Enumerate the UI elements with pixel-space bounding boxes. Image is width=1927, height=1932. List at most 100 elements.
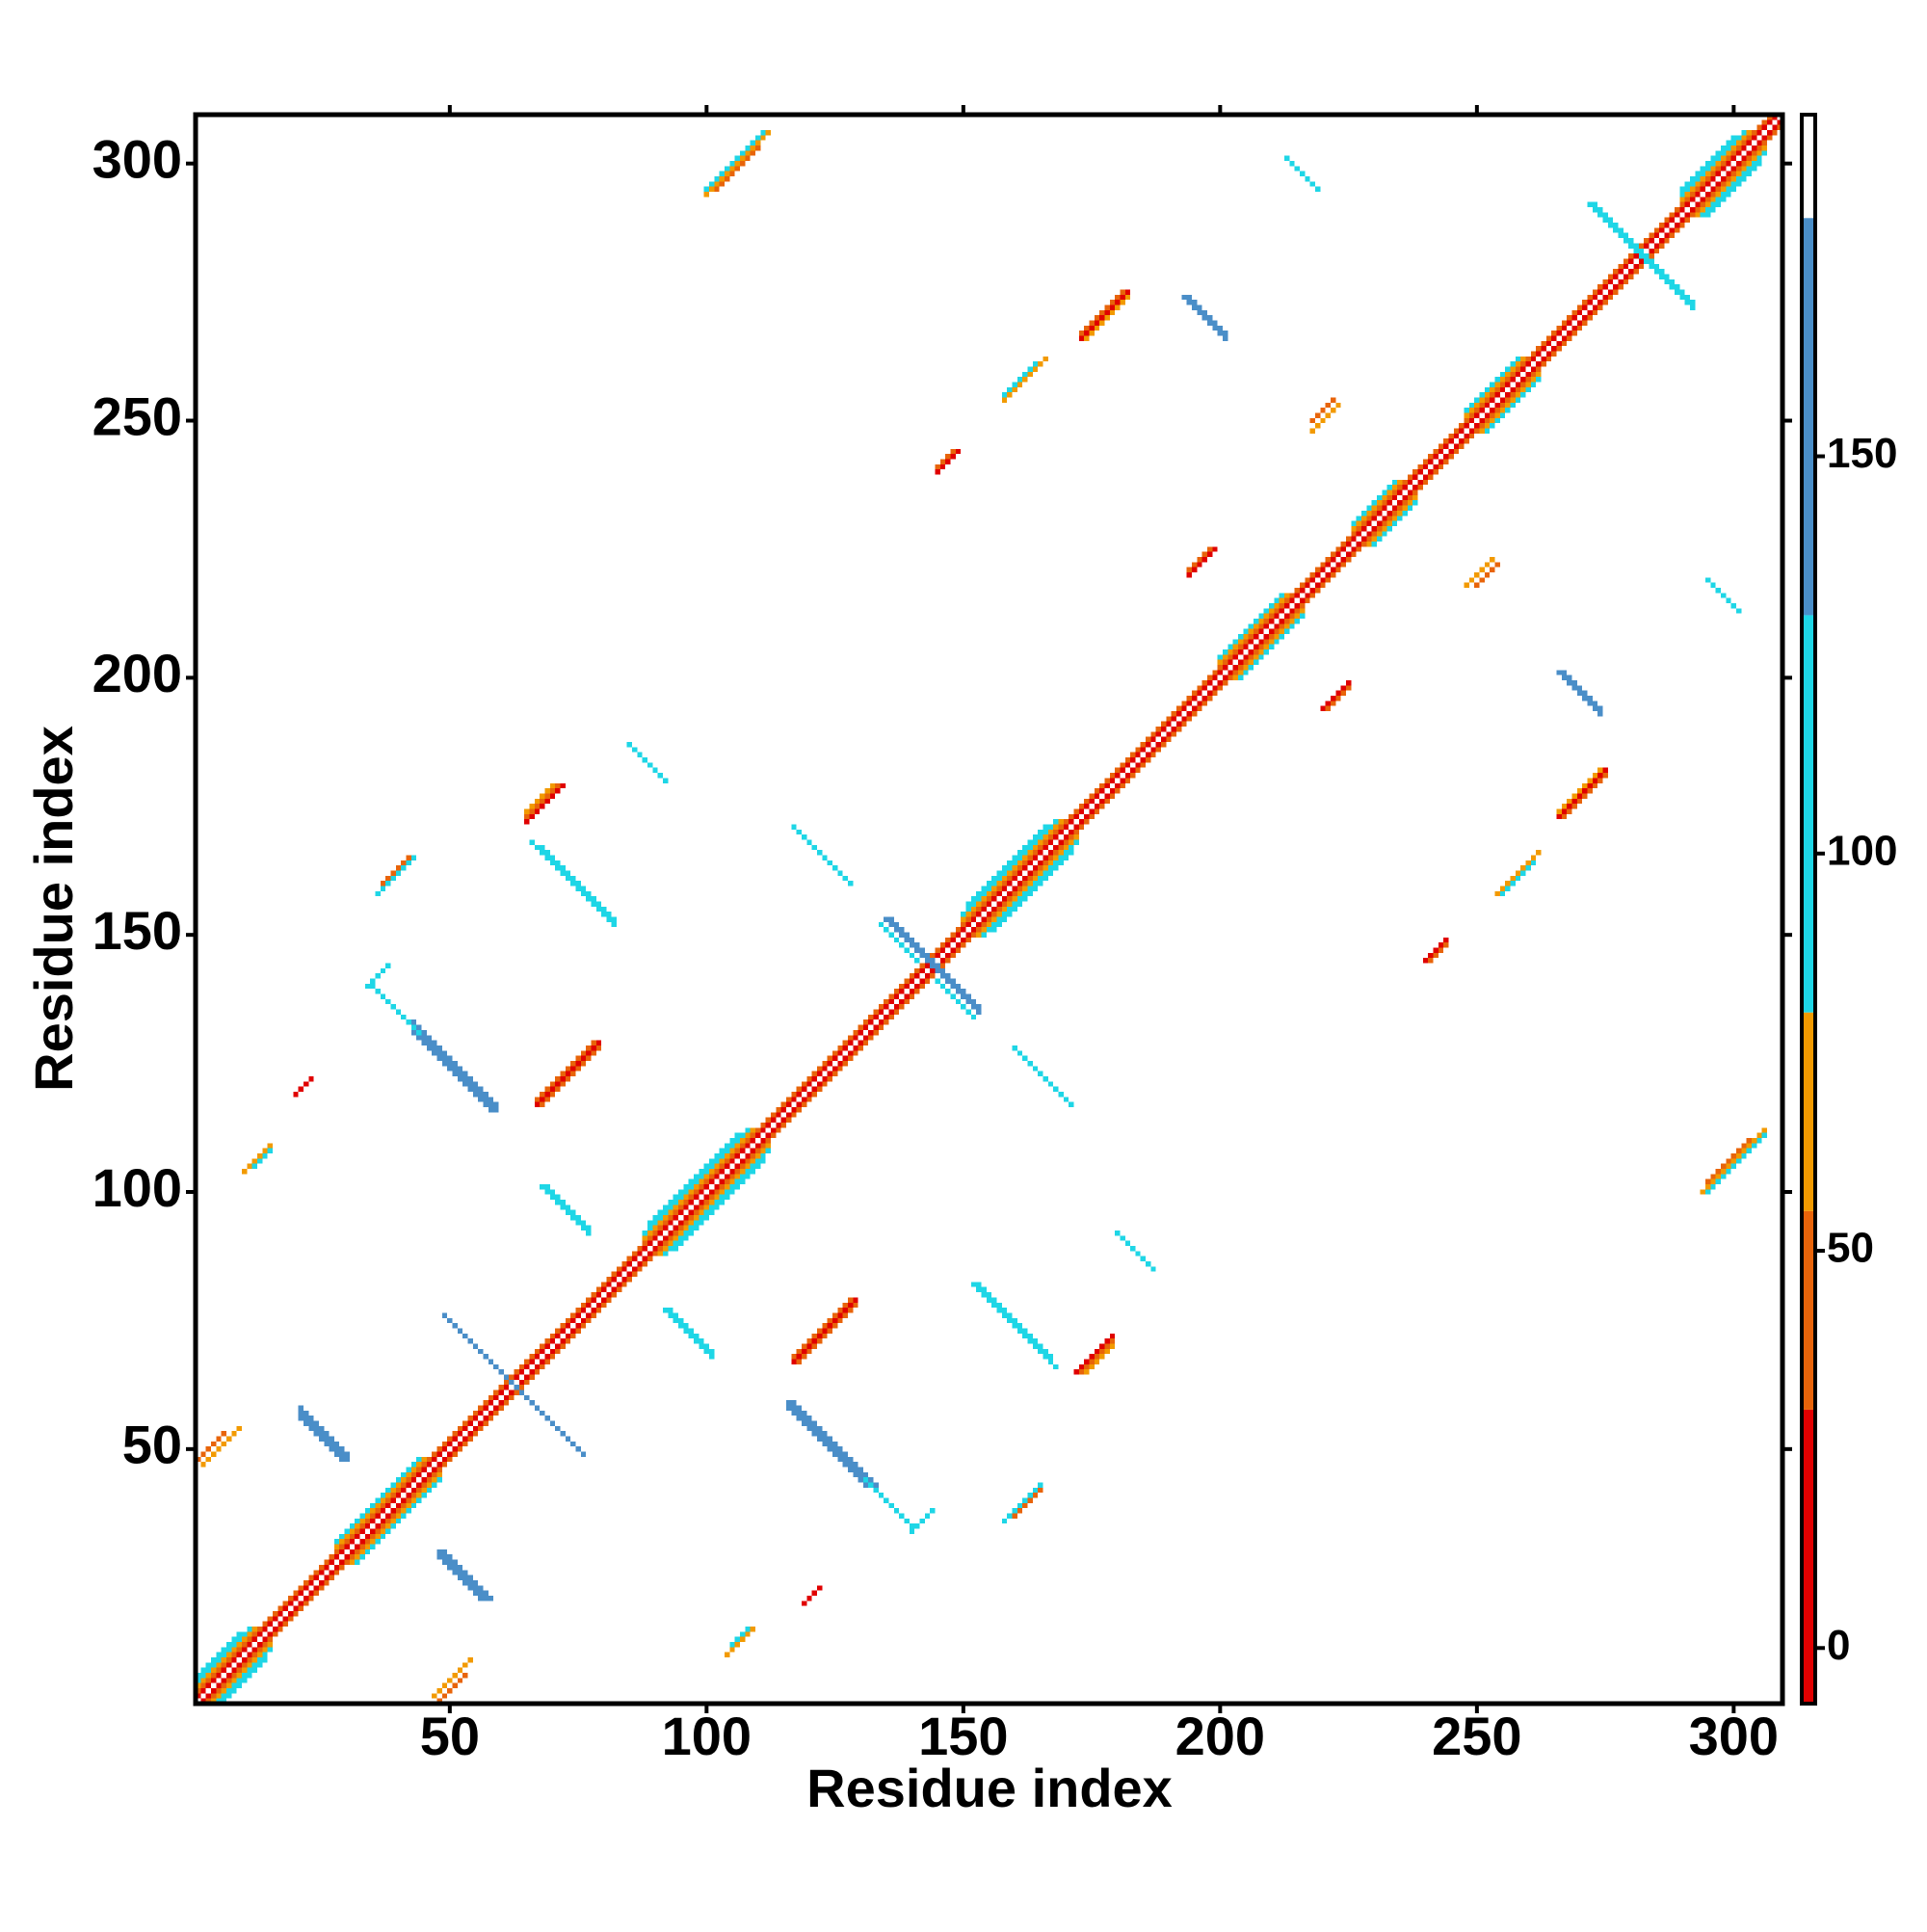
contact-run bbox=[1186, 294, 1228, 336]
contact-run bbox=[1556, 670, 1603, 717]
contact-run bbox=[1238, 613, 1306, 681]
axes: 50 100 150 200 250 300 50 100 150 200 250 300 0 50 100… bbox=[92, 105, 1897, 1766]
colorbar-frame bbox=[1800, 113, 1817, 1706]
contact-run bbox=[703, 130, 766, 193]
contact-run bbox=[791, 1297, 854, 1360]
contact-run bbox=[796, 1302, 858, 1364]
contact-run bbox=[703, 130, 771, 198]
contact-run bbox=[1556, 767, 1603, 814]
y-tick-label: 150 bbox=[92, 900, 182, 961]
colorbar-segment bbox=[1802, 1210, 1815, 1410]
contact-run bbox=[1700, 1127, 1768, 1195]
contact-run bbox=[1078, 289, 1125, 336]
contact-run bbox=[1084, 294, 1131, 341]
contact-run bbox=[364, 963, 391, 990]
y-tick-label: 200 bbox=[92, 643, 182, 703]
contact-run bbox=[1012, 1045, 1074, 1107]
contact-run bbox=[888, 921, 982, 1015]
contact-run bbox=[1494, 850, 1542, 897]
contact-run bbox=[1474, 562, 1500, 588]
colorbar-segment bbox=[1802, 1012, 1815, 1211]
contact-run bbox=[370, 983, 422, 1036]
contact-run bbox=[251, 1148, 273, 1169]
contact-run bbox=[785, 1405, 869, 1488]
contact-run bbox=[909, 1508, 936, 1534]
contact-run bbox=[1700, 150, 1768, 218]
contact-run bbox=[540, 1184, 592, 1236]
contact-run bbox=[729, 1626, 751, 1648]
contact-run bbox=[1587, 201, 1696, 310]
contact-run bbox=[380, 855, 411, 887]
contact-run bbox=[1561, 773, 1608, 820]
contact-run bbox=[1232, 608, 1306, 681]
contact-run bbox=[524, 782, 556, 814]
contact-run bbox=[1078, 289, 1131, 341]
contact-run bbox=[642, 1127, 751, 1236]
contact-run bbox=[1001, 361, 1039, 398]
contact-run bbox=[673, 1158, 766, 1252]
contact-run bbox=[1186, 546, 1213, 572]
contact-run bbox=[355, 1477, 442, 1565]
colorbar-segment bbox=[1802, 115, 1815, 219]
contact-run bbox=[436, 1554, 484, 1601]
contact-run bbox=[626, 742, 669, 783]
contact-run bbox=[970, 1282, 1059, 1370]
contact-run bbox=[663, 1148, 771, 1257]
contact-run bbox=[221, 1656, 268, 1704]
y-tick-label: 300 bbox=[92, 128, 182, 189]
x-tick-label: 150 bbox=[918, 1706, 1008, 1766]
contact-run bbox=[1705, 577, 1742, 614]
contact-run bbox=[965, 824, 1048, 907]
contact-run bbox=[1084, 1343, 1116, 1375]
contact-run bbox=[293, 1075, 314, 1098]
contact-run bbox=[410, 1024, 499, 1113]
y-tick-label: 100 bbox=[92, 1157, 182, 1218]
contact-run bbox=[991, 850, 1074, 933]
contact-run bbox=[436, 1548, 488, 1601]
contact-run bbox=[976, 834, 1079, 938]
contact-run bbox=[1351, 479, 1398, 526]
contact-run bbox=[1484, 377, 1542, 434]
contact-run bbox=[1309, 397, 1336, 424]
contact-run bbox=[862, 1477, 915, 1529]
contact-run bbox=[935, 448, 962, 475]
contact-run bbox=[375, 855, 417, 897]
contact-run bbox=[410, 1029, 494, 1113]
contact-run bbox=[1428, 942, 1449, 964]
colorbar-segment bbox=[1802, 615, 1815, 1013]
contact-run bbox=[1283, 155, 1321, 193]
contact-run bbox=[1115, 1231, 1156, 1272]
x-tick-label: 300 bbox=[1689, 1706, 1779, 1766]
contact-run bbox=[1078, 1338, 1116, 1375]
contact-run bbox=[1499, 860, 1537, 897]
contact-run bbox=[785, 1400, 874, 1488]
contact-run bbox=[935, 448, 956, 470]
colorbar-segment bbox=[1802, 218, 1815, 616]
y-tick-label: 250 bbox=[92, 385, 182, 446]
contact-run bbox=[801, 1585, 823, 1606]
contact-run bbox=[298, 1410, 350, 1463]
colorbar-segment bbox=[1802, 1409, 1815, 1704]
contact-run bbox=[647, 1132, 740, 1226]
contact-run bbox=[333, 1456, 422, 1545]
contact-run bbox=[1679, 130, 1747, 198]
contact-run bbox=[1597, 207, 1696, 305]
contact-run bbox=[1366, 494, 1418, 547]
contact-run bbox=[196, 1626, 252, 1683]
contact-run bbox=[544, 1184, 592, 1231]
contact-run bbox=[791, 824, 854, 887]
contact-run bbox=[200, 119, 1783, 1705]
contact-run bbox=[410, 1019, 499, 1107]
contact-run bbox=[452, 1323, 587, 1457]
contact-run bbox=[961, 819, 1064, 922]
contact-run bbox=[791, 1400, 879, 1488]
contact-run bbox=[1705, 161, 1762, 218]
contact-run bbox=[1705, 1137, 1753, 1185]
contact-run bbox=[1464, 556, 1495, 588]
contact-run bbox=[878, 921, 920, 964]
contact-run bbox=[534, 1040, 602, 1107]
contact-run bbox=[976, 1282, 1054, 1360]
contact-run bbox=[1181, 294, 1228, 341]
